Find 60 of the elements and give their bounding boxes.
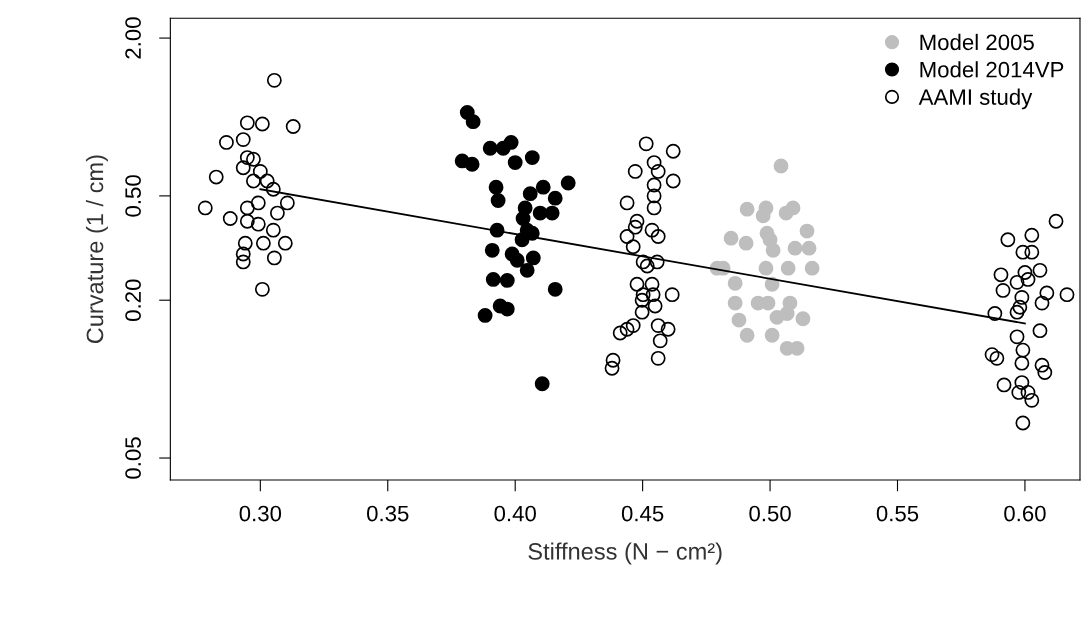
x-tick-label: 0.60 [1004, 505, 1046, 522]
point [731, 312, 747, 328]
point [515, 211, 531, 226]
point [779, 306, 795, 321]
point [547, 281, 563, 297]
legend-label: Model 2014VP [920, 61, 1064, 78]
point [482, 140, 498, 156]
x-tick-label: 0.45 [621, 505, 664, 522]
point [484, 242, 500, 258]
point [739, 327, 755, 343]
point [507, 155, 523, 170]
point [727, 295, 743, 311]
y-tick-label: 0.20 [125, 279, 141, 321]
x-axis-title: Stiffness (N − cm²) [528, 542, 722, 565]
x-tick-label: 0.35 [367, 505, 409, 522]
point [764, 327, 780, 343]
point [477, 307, 493, 323]
legend-label: Model 2005 [920, 33, 1034, 51]
point [503, 134, 519, 150]
point [787, 240, 803, 256]
x-tick-label: 0.50 [749, 505, 791, 522]
y-tick-label: 2.00 [125, 17, 141, 59]
y-axis-title: Curvature (1 / cm) [85, 155, 108, 344]
point [727, 275, 743, 291]
point [499, 301, 515, 317]
point [525, 250, 541, 266]
point [519, 262, 535, 278]
point [773, 158, 789, 174]
point [801, 240, 817, 256]
y-tick-label: 0.50 [125, 175, 141, 217]
point [758, 260, 774, 276]
point [485, 272, 501, 287]
point [490, 193, 506, 208]
point [723, 230, 739, 246]
legend-label: AAMI study [918, 88, 1033, 110]
point [795, 311, 811, 327]
point [738, 235, 754, 251]
x-tick-label: 0.40 [494, 505, 536, 522]
point [534, 376, 550, 392]
point [547, 190, 563, 206]
point [804, 260, 820, 276]
point [464, 156, 480, 172]
point [524, 150, 540, 166]
point [765, 242, 781, 258]
point [509, 252, 525, 268]
point [785, 200, 801, 216]
x-tick-label: 0.30 [239, 505, 282, 522]
point [499, 272, 515, 288]
x-tick-label: 0.55 [876, 505, 919, 522]
y-tick-label: 0.05 [125, 437, 141, 479]
point [739, 201, 755, 217]
point [755, 208, 771, 224]
point [522, 186, 538, 202]
point [560, 175, 576, 191]
point [780, 260, 796, 276]
point [535, 179, 551, 195]
point [799, 223, 815, 239]
point [544, 205, 560, 221]
point [488, 179, 504, 195]
point [465, 114, 481, 130]
